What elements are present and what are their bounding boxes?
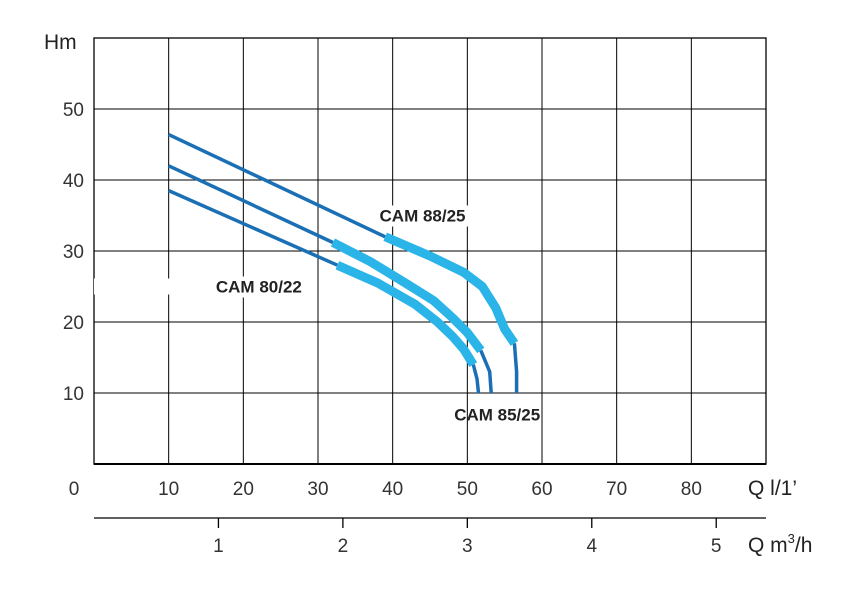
curve-line-tail: [512, 343, 519, 393]
curve-label-group: CAM 88/25: [375, 205, 520, 227]
chart-grid: [93, 37, 767, 465]
x2-tick-label: 1: [213, 536, 224, 557]
y-tick-label: 40: [63, 171, 84, 192]
y-tick-label: 10: [63, 384, 84, 405]
x-tick-label: 30: [307, 479, 328, 500]
x-tick-label: 10: [158, 479, 179, 500]
x-tick-label: 80: [681, 479, 702, 500]
x-tick-label: 40: [382, 479, 403, 500]
x2-axis-label-main: Q m: [748, 534, 788, 557]
x-axis-label: Q l/1’: [748, 477, 797, 500]
curve-line-tail: [479, 349, 493, 394]
x2-axis-label: Q m3/h: [748, 531, 812, 557]
curve-label: CAM 88/25: [380, 207, 466, 226]
x-tick-label: 60: [531, 479, 552, 500]
curve-label-group: CAM 80/22: [94, 276, 306, 298]
y-axis-label: Hm: [44, 31, 77, 54]
curve: [167, 188, 481, 394]
curve: [167, 164, 493, 394]
x-tick-label: 70: [606, 479, 627, 500]
curve-line-dark: [167, 188, 339, 267]
x2-tick-label: 5: [711, 536, 722, 557]
curve-line-light: [383, 232, 519, 346]
x2-axis-label-sup: 3: [788, 531, 795, 546]
curve-line-light: [330, 238, 485, 354]
x2-tick-label: 3: [462, 536, 473, 557]
curve-line-light: [335, 261, 478, 367]
pump-curves: [167, 133, 519, 394]
curve-annotations: CAM 88/25 CAM 80/22 CAM 85/25: [94, 205, 540, 424]
label-background: [375, 205, 470, 227]
curve-label-group: CAM 85/25: [454, 405, 540, 424]
curve-line-dark: [167, 133, 386, 239]
curve-label: CAM 85/25: [454, 405, 540, 424]
label-background: [211, 276, 306, 298]
chart-axes: 10 20 30 40 50 60 70 80 10 20 30 40 50 1 2 3 4 5: [63, 100, 766, 557]
curve-line-tail: [471, 364, 481, 394]
x2-axis-label-tail: /h: [795, 534, 813, 557]
curve-label: CAM 80/22: [216, 278, 302, 297]
y-tick-label: 30: [63, 242, 84, 263]
curve: [167, 133, 519, 393]
x-tick-label: 20: [233, 479, 254, 500]
y-tick-label: 20: [63, 313, 84, 334]
x-tick-label: 50: [457, 479, 478, 500]
y-tick-label: 50: [63, 100, 84, 121]
curve-line-dark: [167, 164, 334, 245]
x2-tick-label: 4: [586, 536, 597, 557]
x-origin-label: 0: [69, 479, 80, 500]
x2-tick-label: 2: [338, 536, 349, 557]
